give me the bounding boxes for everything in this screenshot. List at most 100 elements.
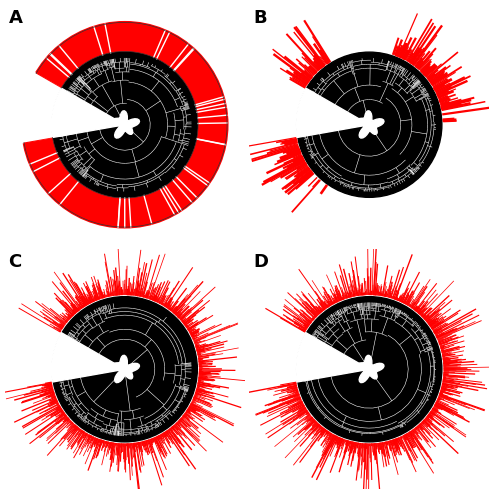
Wedge shape	[37, 162, 62, 178]
Wedge shape	[177, 175, 199, 197]
Wedge shape	[121, 22, 123, 51]
Wedge shape	[86, 30, 98, 57]
Wedge shape	[49, 174, 71, 194]
Wedge shape	[102, 25, 110, 53]
Wedge shape	[151, 29, 162, 56]
Wedge shape	[193, 87, 220, 99]
Wedge shape	[142, 25, 150, 54]
Wedge shape	[27, 145, 55, 155]
Wedge shape	[72, 187, 87, 213]
Wedge shape	[30, 152, 57, 165]
Wedge shape	[195, 146, 223, 156]
Wedge shape	[187, 71, 212, 87]
Wedge shape	[194, 89, 221, 100]
Wedge shape	[28, 148, 55, 158]
Wedge shape	[172, 180, 192, 203]
Wedge shape	[181, 60, 205, 79]
Wedge shape	[96, 195, 105, 223]
Wedge shape	[197, 108, 226, 114]
Wedge shape	[93, 195, 103, 222]
Wedge shape	[136, 197, 142, 226]
Wedge shape	[132, 198, 136, 227]
Wedge shape	[120, 22, 122, 51]
Wedge shape	[140, 25, 148, 53]
Wedge shape	[113, 198, 118, 227]
Wedge shape	[170, 44, 189, 68]
Wedge shape	[54, 50, 75, 72]
Wedge shape	[163, 37, 178, 62]
Wedge shape	[185, 67, 210, 84]
Wedge shape	[39, 68, 64, 84]
Wedge shape	[176, 52, 198, 74]
Wedge shape	[75, 35, 89, 61]
Wedge shape	[68, 186, 84, 210]
Wedge shape	[198, 116, 227, 120]
Wedge shape	[60, 44, 80, 68]
Wedge shape	[191, 80, 217, 93]
Wedge shape	[198, 119, 227, 121]
Wedge shape	[135, 197, 141, 226]
Wedge shape	[56, 179, 76, 201]
Wedge shape	[197, 110, 226, 115]
Polygon shape	[358, 111, 384, 138]
Wedge shape	[194, 148, 222, 158]
Wedge shape	[139, 24, 145, 53]
Wedge shape	[135, 24, 141, 52]
Wedge shape	[198, 128, 227, 130]
Wedge shape	[190, 157, 217, 170]
Wedge shape	[120, 198, 123, 227]
Wedge shape	[138, 197, 144, 225]
Wedge shape	[198, 121, 227, 123]
Wedge shape	[123, 22, 124, 51]
Wedge shape	[196, 141, 224, 149]
Wedge shape	[176, 177, 197, 198]
Wedge shape	[65, 41, 82, 65]
Wedge shape	[150, 194, 161, 221]
Wedge shape	[33, 158, 60, 171]
Wedge shape	[92, 27, 102, 55]
Wedge shape	[109, 23, 114, 52]
Wedge shape	[73, 36, 88, 62]
Wedge shape	[296, 332, 369, 382]
Wedge shape	[119, 198, 122, 227]
Wedge shape	[189, 160, 215, 175]
Wedge shape	[103, 197, 110, 225]
Wedge shape	[115, 198, 118, 227]
Wedge shape	[87, 193, 98, 220]
Wedge shape	[107, 24, 113, 52]
Wedge shape	[192, 153, 219, 165]
Wedge shape	[62, 183, 81, 206]
Wedge shape	[42, 63, 66, 81]
Wedge shape	[94, 27, 104, 55]
Wedge shape	[70, 38, 86, 63]
Text: A: A	[8, 8, 22, 27]
Wedge shape	[35, 160, 61, 175]
Wedge shape	[108, 197, 113, 226]
Wedge shape	[52, 176, 73, 198]
Wedge shape	[197, 138, 225, 145]
Wedge shape	[128, 23, 131, 51]
Wedge shape	[197, 137, 226, 142]
Wedge shape	[197, 136, 226, 141]
Wedge shape	[26, 144, 54, 153]
Wedge shape	[94, 195, 104, 223]
Wedge shape	[153, 192, 165, 219]
Wedge shape	[193, 88, 221, 100]
Wedge shape	[180, 172, 203, 192]
Wedge shape	[185, 165, 210, 182]
Wedge shape	[197, 105, 225, 112]
Wedge shape	[160, 189, 175, 214]
Wedge shape	[135, 23, 140, 52]
Wedge shape	[181, 171, 204, 191]
Wedge shape	[150, 193, 162, 221]
Wedge shape	[105, 24, 111, 53]
Wedge shape	[159, 189, 173, 215]
Wedge shape	[174, 178, 195, 201]
Wedge shape	[187, 163, 212, 179]
Circle shape	[22, 22, 228, 228]
Wedge shape	[104, 197, 111, 225]
Wedge shape	[195, 94, 223, 103]
Wedge shape	[140, 25, 147, 53]
Wedge shape	[66, 185, 83, 209]
Wedge shape	[46, 172, 69, 192]
